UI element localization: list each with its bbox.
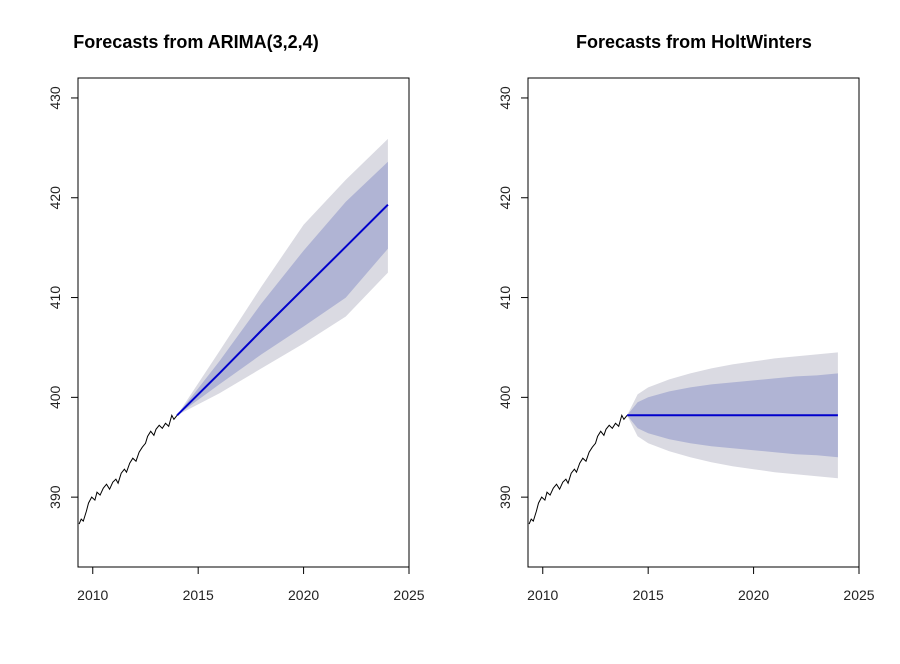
band-80-interval xyxy=(177,161,388,416)
y-tick-label: 430 xyxy=(47,86,63,110)
arima-forecast-panel: Forecasts from ARIMA(3,2,4) 2010 2015 2020… xyxy=(47,32,425,603)
x-tick-label: 2010 xyxy=(527,587,558,603)
y-tick-label: 420 xyxy=(497,186,513,210)
y-tick-label: 390 xyxy=(47,485,63,509)
y-tick-label: 410 xyxy=(497,286,513,310)
x-tick-label: 2025 xyxy=(843,587,874,603)
x-tick-label: 2020 xyxy=(288,587,319,603)
x-tick-label: 2015 xyxy=(183,587,214,603)
y-tick-label: 390 xyxy=(497,485,513,509)
y-tick-label: 400 xyxy=(47,385,63,409)
y-tick-label: 420 xyxy=(47,186,63,210)
history-series-line xyxy=(78,413,178,525)
y-tick-label: 410 xyxy=(47,286,63,310)
history-series-line xyxy=(528,413,628,525)
y-tick-label: 400 xyxy=(497,385,513,409)
chart-title: Forecasts from ARIMA(3,2,4) xyxy=(73,32,318,52)
axes: 2010 2015 2020 2025 390 400 410 420 430 xyxy=(47,86,425,603)
x-tick-label: 2020 xyxy=(738,587,769,603)
chart-title: Forecasts from HoltWinters xyxy=(576,32,812,52)
series-lines xyxy=(78,203,389,525)
y-tick-label: 430 xyxy=(497,86,513,110)
prediction-bands xyxy=(177,138,388,416)
series-lines xyxy=(528,413,838,525)
plot-frame xyxy=(527,77,860,568)
x-tick-label: 2025 xyxy=(393,587,424,603)
x-tick-label: 2010 xyxy=(77,587,108,603)
x-tick-label: 2015 xyxy=(633,587,664,603)
axes: 2010 2015 2020 2025 390 400 410 420 430 xyxy=(497,86,875,603)
holtwinters-forecast-panel: Forecasts from HoltWinters 2010 2015 2020 2… xyxy=(497,32,875,603)
forecast-mean-line xyxy=(176,203,389,417)
